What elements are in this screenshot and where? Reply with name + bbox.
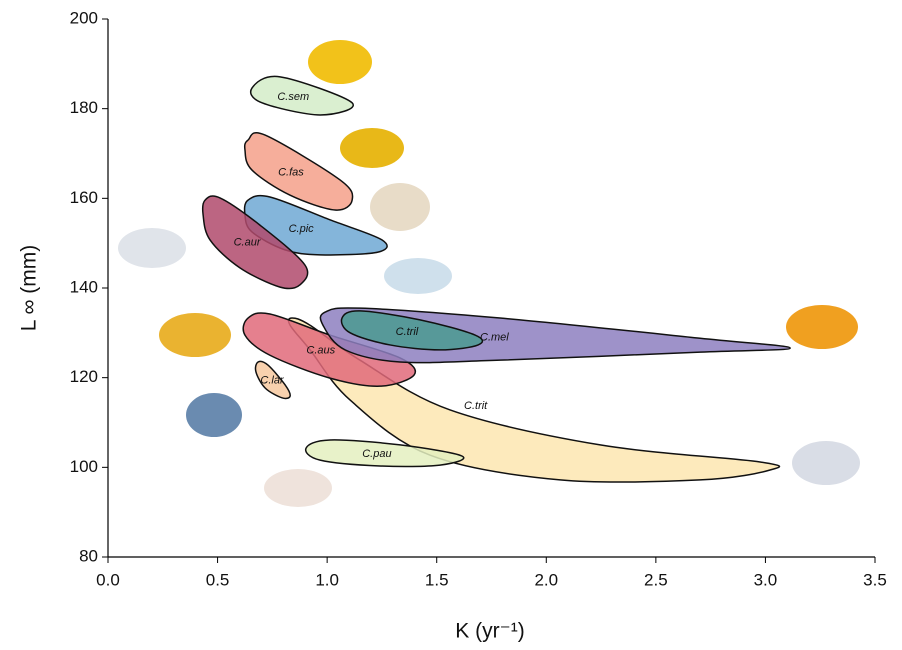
x-tick-label: 0.5 bbox=[206, 570, 230, 589]
fish-image bbox=[384, 258, 452, 294]
x-tick-label: 1.0 bbox=[315, 570, 339, 589]
region-label: C.pic bbox=[289, 223, 315, 235]
y-tick-label: 200 bbox=[70, 8, 98, 27]
region-label: C.sem bbox=[277, 91, 309, 103]
y-tick-label: 140 bbox=[70, 277, 98, 296]
region-label: C.lar bbox=[260, 375, 285, 387]
region-label: C.pau bbox=[362, 448, 391, 460]
region-label: C.trit bbox=[464, 400, 488, 412]
x-tick-label: 0.0 bbox=[96, 570, 120, 589]
y-tick-label: 120 bbox=[70, 367, 98, 386]
y-tick-label: 80 bbox=[79, 546, 98, 565]
y-tick-label: 160 bbox=[70, 188, 98, 207]
fish-image bbox=[159, 313, 231, 357]
fish-image bbox=[308, 40, 372, 84]
fish-image bbox=[186, 393, 242, 437]
x-tick-label: 3.5 bbox=[863, 570, 887, 589]
y-axis-title: L ∞ (mm) bbox=[18, 245, 41, 332]
y-tick-label: 100 bbox=[70, 457, 98, 476]
region-label: C.mel bbox=[480, 331, 509, 343]
y-tick-label: 180 bbox=[70, 98, 98, 117]
fish-image bbox=[340, 128, 404, 168]
fish-image bbox=[370, 183, 430, 231]
x-tick-label: 2.0 bbox=[534, 570, 558, 589]
region-label: C.tril bbox=[396, 326, 419, 338]
fish-image bbox=[792, 441, 860, 485]
page: {"chart_data": {"type": "region", "x_lab… bbox=[0, 0, 902, 650]
fish-image bbox=[264, 469, 332, 507]
region-label: C.aur bbox=[234, 236, 262, 248]
region-label: C.fas bbox=[278, 166, 304, 178]
x-axis-title: K (yr⁻¹) bbox=[455, 620, 524, 643]
region-label: C.aus bbox=[306, 344, 335, 356]
chart: K (yr⁻¹) L ∞ (mm) 0.0 0.5 1.0 1.5 2.0 2.5 3.0 3… bbox=[0, 0, 902, 650]
x-tick-label: 1.5 bbox=[425, 570, 449, 589]
x-tick-label: 3.0 bbox=[754, 570, 778, 589]
x-tick-label: 2.5 bbox=[644, 570, 668, 589]
fish-image bbox=[118, 228, 186, 268]
fish-image bbox=[786, 305, 858, 349]
